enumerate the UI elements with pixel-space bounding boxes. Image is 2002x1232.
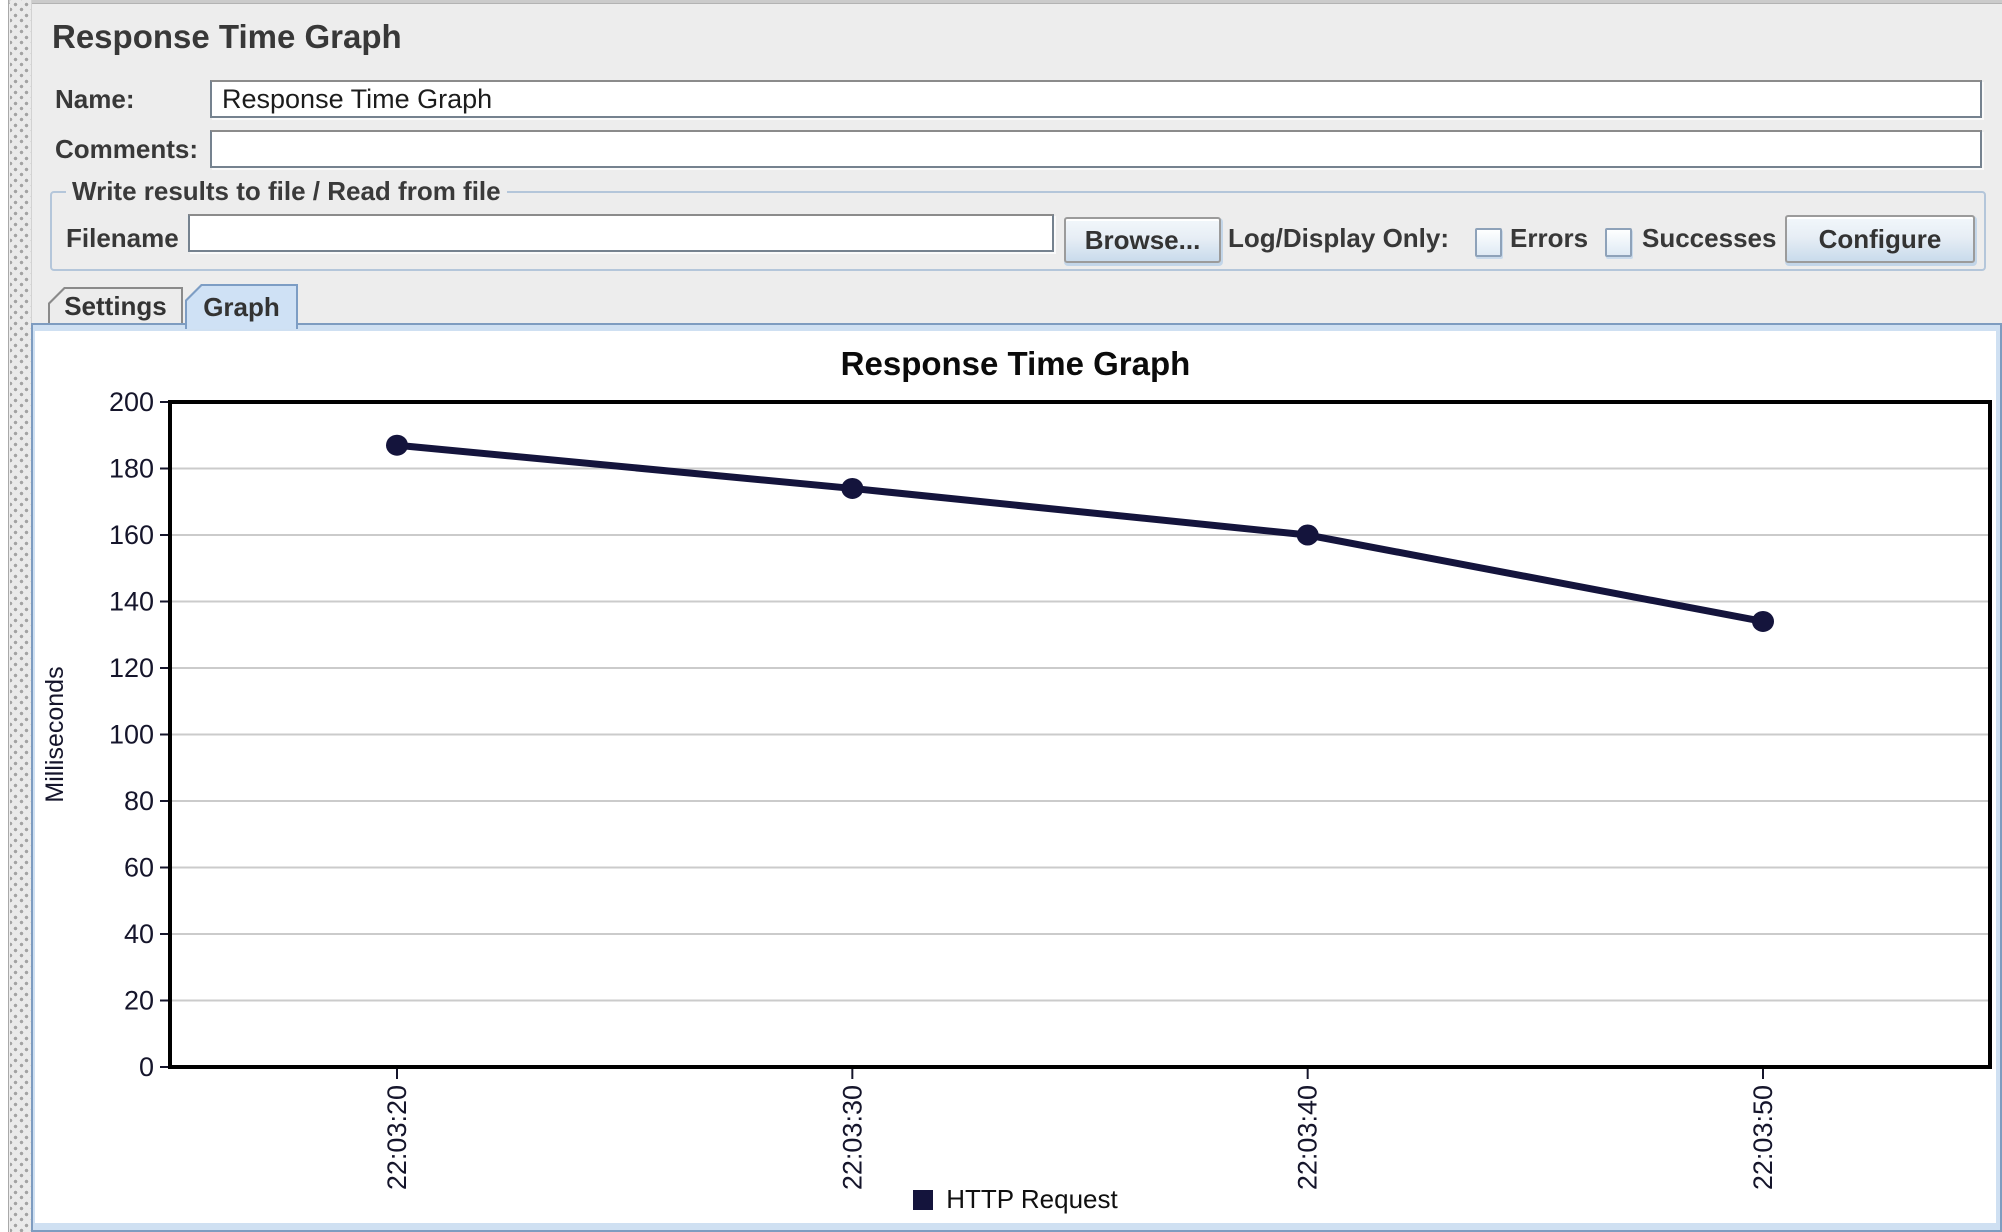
svg-text:120: 120 <box>109 653 154 683</box>
filename-label: Filename <box>66 223 179 253</box>
tab-graph-label: Graph <box>203 292 280 322</box>
svg-text:140: 140 <box>109 587 154 617</box>
successes-label: Successes <box>1642 223 1777 253</box>
svg-text:180: 180 <box>109 454 154 484</box>
tab-graph[interactable]: Graph <box>185 284 298 329</box>
response-time-chart: Response Time Graph 0 20 40 60 80 100 120 140 16… <box>35 331 1996 1223</box>
comments-input[interactable] <box>210 130 1982 168</box>
comments-label: Comments: <box>55 134 199 164</box>
svg-text:20: 20 <box>124 986 154 1016</box>
errors-label: Errors <box>1510 223 1589 253</box>
svg-text:80: 80 <box>124 786 154 816</box>
svg-text:100: 100 <box>109 720 154 750</box>
filename-input[interactable] <box>188 214 1054 252</box>
configure-button[interactable]: Configure <box>1785 215 1975 263</box>
name-input[interactable] <box>210 80 1982 118</box>
svg-text:160: 160 <box>109 520 154 550</box>
svg-text:40: 40 <box>124 919 154 949</box>
graph-tab-content: Response Time Graph 0 20 40 60 80 100 120 140 16… <box>31 323 2002 1232</box>
tab-settings-fill <box>50 289 181 323</box>
chart-title: Response Time Graph <box>840 345 1191 382</box>
svg-text:22:03:40: 22:03:40 <box>1293 1085 1323 1190</box>
log-display-only-label: Log/Display Only: <box>1228 223 1450 253</box>
tab-graph-fill <box>187 286 296 329</box>
tab-settings-label: Settings <box>64 290 167 321</box>
svg-text:22:03:30: 22:03:30 <box>837 1085 867 1190</box>
legend-label: HTTP Request <box>946 1184 1118 1214</box>
svg-text:Milliseconds: Milliseconds <box>41 666 69 802</box>
name-label: Name: <box>55 84 135 114</box>
svg-text:60: 60 <box>124 853 154 883</box>
results-file-group-title: Write results to file / Read from file <box>66 176 507 207</box>
page-title: Response Time Graph <box>52 18 402 55</box>
successes-checkbox[interactable] <box>1605 228 1632 257</box>
svg-text:200: 200 <box>109 387 154 417</box>
results-file-group: Write results to file / Read from file F… <box>50 176 1986 271</box>
svg-text:22:03:50: 22:03:50 <box>1748 1085 1778 1190</box>
legend-swatch <box>913 1189 934 1210</box>
svg-text:0: 0 <box>139 1052 154 1082</box>
panel-splitter-handle[interactable] <box>10 0 32 1232</box>
browse-button[interactable]: Browse... <box>1064 217 1221 263</box>
errors-checkbox[interactable] <box>1475 228 1502 257</box>
chart-plot: 0 20 40 60 80 100 120 140 160 180 200 22:03:20 22:03… <box>41 387 1992 1190</box>
window-top-edge <box>0 0 2002 4</box>
chart-legend: HTTP Request <box>35 1184 1996 1215</box>
left-panel-edge <box>0 0 9 1232</box>
svg-text:22:03:20: 22:03:20 <box>382 1085 412 1190</box>
tab-settings[interactable]: Settings <box>48 287 183 323</box>
